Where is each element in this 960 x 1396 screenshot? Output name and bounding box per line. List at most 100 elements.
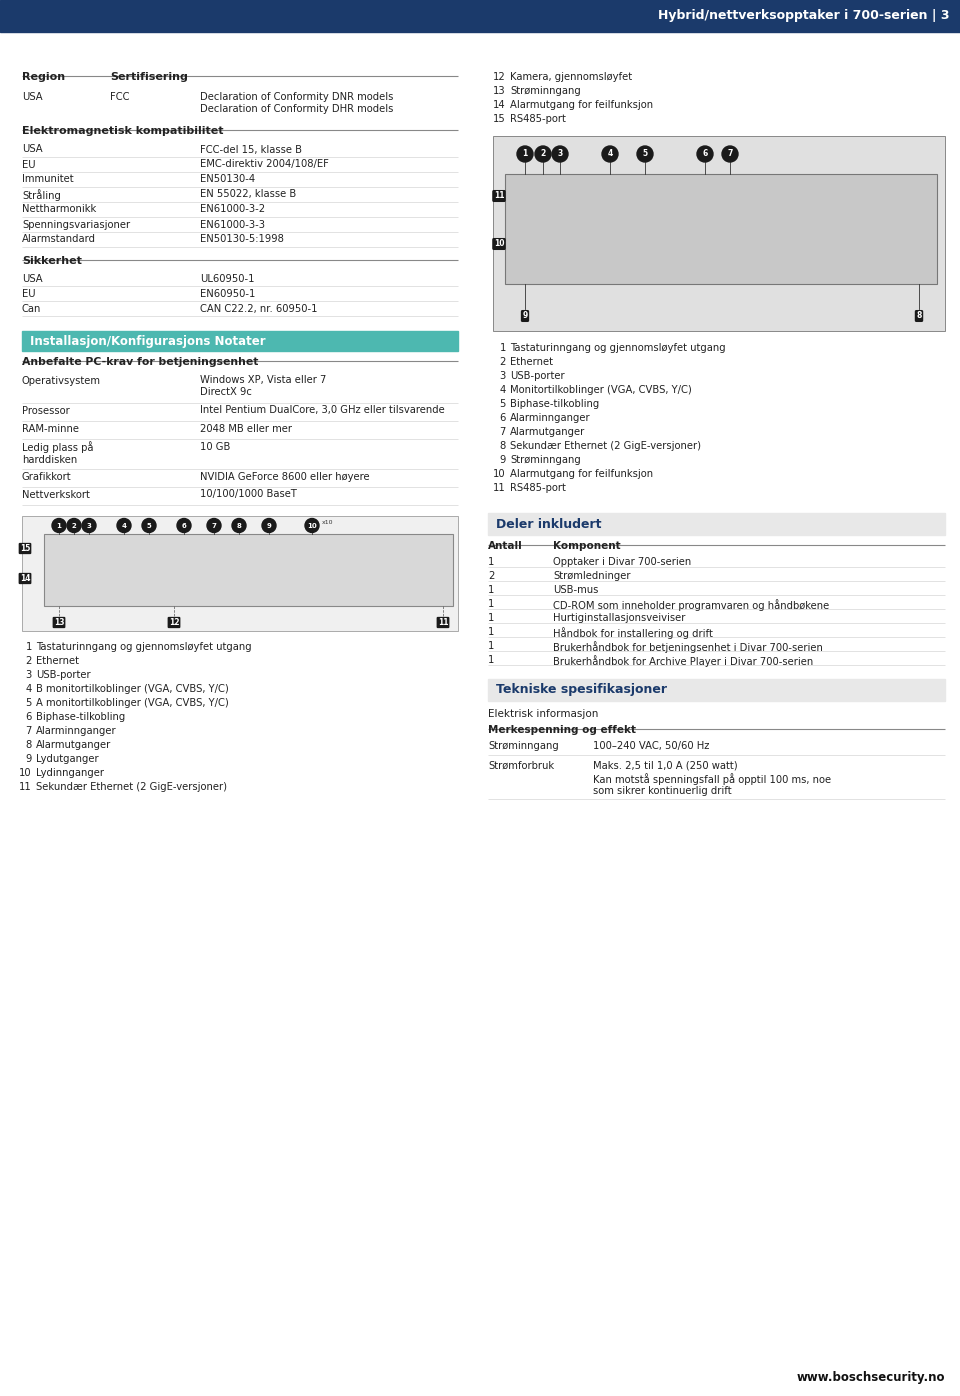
Text: Alarmutgang for feilfunksjon: Alarmutgang for feilfunksjon: [510, 101, 653, 110]
Text: Operativsystem: Operativsystem: [22, 376, 101, 385]
Text: 6: 6: [181, 522, 186, 529]
Bar: [505, 174, 937, 283]
Text: FCC: FCC: [110, 92, 130, 102]
Circle shape: [552, 147, 568, 162]
Text: USB-porter: USB-porter: [510, 371, 564, 381]
Text: 1: 1: [488, 655, 494, 664]
Text: Region: Region: [22, 73, 65, 82]
Text: Strøminngang: Strøminngang: [510, 87, 581, 96]
Text: Hybrid/nettverksopptaker i 700-serien | 3: Hybrid/nettverksopptaker i 700-serien | …: [659, 10, 950, 22]
Text: 9: 9: [522, 311, 528, 321]
Text: 15: 15: [20, 544, 30, 553]
Text: 2: 2: [488, 571, 494, 581]
Text: 13: 13: [54, 618, 64, 627]
Circle shape: [535, 147, 551, 162]
Text: Stråling: Stråling: [22, 190, 60, 201]
Text: 10: 10: [19, 769, 32, 779]
Text: Lydutganger: Lydutganger: [36, 754, 99, 765]
Text: Maks. 2,5 til 1,0 A (250 watt)
Kan motstå spenningsfall på opptil 100 ms, noe
so: Maks. 2,5 til 1,0 A (250 watt) Kan motst…: [593, 761, 831, 797]
Text: NVIDIA GeForce 8600 eller høyere: NVIDIA GeForce 8600 eller høyere: [200, 472, 370, 482]
Text: 3: 3: [86, 522, 91, 529]
Text: Merkespenning og effekt: Merkespenning og effekt: [488, 725, 636, 736]
Text: Anbefalte PC-krav for betjeningsenhet: Anbefalte PC-krav for betjeningsenhet: [22, 357, 258, 367]
Text: Intel Pentium DualCore, 3,0 GHz eller tilsvarende: Intel Pentium DualCore, 3,0 GHz eller ti…: [200, 405, 444, 416]
Text: 1: 1: [488, 627, 494, 637]
Text: Declaration of Conformity DNR models: Declaration of Conformity DNR models: [200, 92, 394, 102]
Text: Nettverkskort: Nettverkskort: [22, 490, 90, 500]
Text: Strømforbruk: Strømforbruk: [488, 761, 554, 771]
Text: 2048 MB eller mer: 2048 MB eller mer: [200, 423, 292, 434]
Text: EU: EU: [22, 289, 36, 299]
Bar: [488, 678, 945, 701]
Text: Strøminngang: Strøminngang: [488, 741, 559, 751]
Text: 11: 11: [438, 618, 448, 627]
Text: RS485-port: RS485-port: [510, 483, 565, 493]
Text: 8: 8: [236, 522, 241, 529]
Text: 1: 1: [499, 343, 506, 353]
Bar: [0, 0, 960, 32]
Text: Monitortilkoblinger (VGA, CVBS, Y/C): Monitortilkoblinger (VGA, CVBS, Y/C): [510, 385, 692, 395]
Text: Kamera, gjennomsløyfet: Kamera, gjennomsløyfet: [510, 73, 632, 82]
Text: x10: x10: [322, 519, 333, 525]
Text: EN61000-3-3: EN61000-3-3: [200, 219, 265, 229]
Text: Declaration of Conformity DHR models: Declaration of Conformity DHR models: [200, 105, 394, 114]
Text: 1: 1: [488, 585, 494, 595]
Text: Biphase-tilkobling: Biphase-tilkobling: [36, 712, 125, 723]
Text: Komponent: Komponent: [553, 542, 620, 551]
Text: EMC-direktiv 2004/108/EF: EMC-direktiv 2004/108/EF: [200, 159, 329, 169]
Text: CAN C22.2, nr. 60950-1: CAN C22.2, nr. 60950-1: [200, 304, 318, 314]
Text: 1: 1: [522, 149, 528, 159]
Circle shape: [305, 518, 319, 532]
Text: 3: 3: [26, 670, 32, 680]
Text: 1: 1: [488, 599, 494, 609]
Text: 2: 2: [72, 522, 77, 529]
Text: B monitortilkoblinger (VGA, CVBS, Y/C): B monitortilkoblinger (VGA, CVBS, Y/C): [36, 684, 228, 694]
Text: 4: 4: [26, 684, 32, 694]
Text: 5: 5: [26, 698, 32, 709]
Circle shape: [142, 518, 156, 532]
Circle shape: [67, 518, 81, 532]
Text: 6: 6: [703, 149, 708, 159]
Bar: [44, 533, 453, 606]
Bar: [493, 135, 945, 331]
Text: Antall: Antall: [488, 542, 523, 551]
Text: Windows XP, Vista eller 7
DirectX 9c: Windows XP, Vista eller 7 DirectX 9c: [200, 376, 326, 396]
Text: 9: 9: [499, 455, 506, 465]
Text: USB-porter: USB-porter: [36, 670, 90, 680]
Circle shape: [262, 518, 276, 532]
Text: EN50130-4: EN50130-4: [200, 174, 255, 184]
Text: USA: USA: [22, 274, 42, 283]
Text: 14: 14: [20, 574, 31, 584]
Text: 7: 7: [211, 522, 216, 529]
Text: Biphase-tilkobling: Biphase-tilkobling: [510, 399, 599, 409]
Text: 100–240 VAC, 50/60 Hz: 100–240 VAC, 50/60 Hz: [593, 741, 709, 751]
Text: RS485-port: RS485-port: [510, 114, 565, 124]
Text: Grafikkort: Grafikkort: [22, 472, 72, 482]
Circle shape: [602, 147, 618, 162]
Text: Ethernet: Ethernet: [36, 656, 79, 666]
Text: Sertifisering: Sertifisering: [110, 73, 188, 82]
Circle shape: [117, 518, 131, 532]
Text: Deler inkludert: Deler inkludert: [496, 518, 602, 530]
Text: 8: 8: [26, 740, 32, 751]
Text: RAM-minne: RAM-minne: [22, 423, 79, 434]
Circle shape: [177, 518, 191, 532]
Text: Alarmstandard: Alarmstandard: [22, 235, 96, 244]
Text: EN 55022, klasse B: EN 55022, klasse B: [200, 190, 297, 200]
Text: 4: 4: [500, 385, 506, 395]
Text: Strøminngang: Strøminngang: [510, 455, 581, 465]
Text: 15: 15: [493, 114, 506, 124]
Text: Hurtiginstallasjonsveiviser: Hurtiginstallasjonsveiviser: [553, 613, 685, 623]
Text: 10 GB: 10 GB: [200, 441, 230, 451]
Text: Strømledninger: Strømledninger: [553, 571, 631, 581]
Bar: [22, 515, 458, 631]
Text: 9: 9: [267, 522, 272, 529]
Text: Elektrisk informasjon: Elektrisk informasjon: [488, 709, 598, 719]
Text: 11: 11: [493, 191, 504, 201]
Text: 5: 5: [642, 149, 648, 159]
Text: Tekniske spesifikasjoner: Tekniske spesifikasjoner: [496, 684, 667, 697]
Text: 12: 12: [169, 618, 180, 627]
Text: 4: 4: [122, 522, 127, 529]
Text: Tastaturinngang og gjennomsløyfet utgang: Tastaturinngang og gjennomsløyfet utgang: [36, 642, 252, 652]
Text: 4: 4: [608, 149, 612, 159]
